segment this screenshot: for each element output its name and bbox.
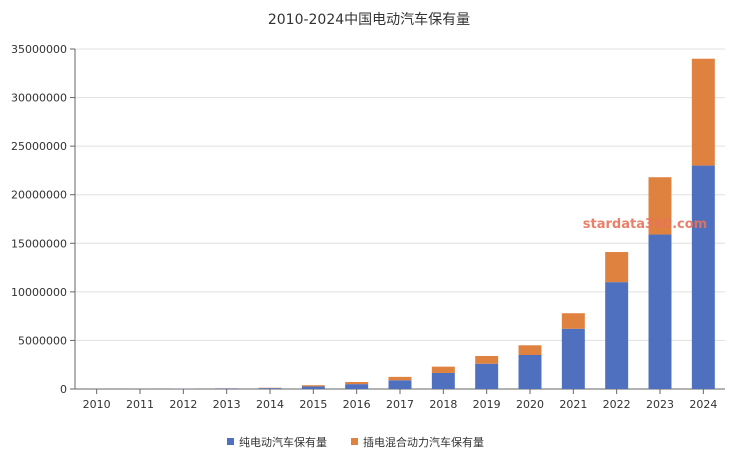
- bar-segment: [648, 177, 672, 235]
- y-tick-label: 5000000: [18, 334, 67, 347]
- bar-segment: [345, 384, 369, 389]
- y-tick-label: 15000000: [11, 237, 67, 250]
- x-tick-label: 2021: [559, 398, 587, 411]
- y-tick-label: 35000000: [11, 43, 67, 56]
- bar-segment: [561, 313, 585, 329]
- legend-swatch: [351, 438, 358, 445]
- bar-segment: [518, 355, 542, 389]
- bar-segment: [648, 234, 672, 389]
- grid-lines: [75, 48, 725, 341]
- bar-segment: [345, 382, 369, 385]
- bar-segment: [561, 328, 585, 389]
- bars: [85, 58, 715, 389]
- x-tick-label: 2010: [83, 398, 111, 411]
- x-tick-label: 2011: [126, 398, 154, 411]
- x-tick-label: 2022: [603, 398, 631, 411]
- x-tick-label: 2018: [429, 398, 457, 411]
- y-tick-label: 0: [60, 383, 67, 396]
- bar-segment: [691, 165, 715, 389]
- x-tick-label: 2015: [299, 398, 327, 411]
- bar-segment: [388, 380, 412, 389]
- chart-title: 2010-2024中国电动汽车保有量: [268, 11, 470, 28]
- x-tick-label: 2014: [256, 398, 284, 411]
- x-tick-label: 2024: [689, 398, 717, 411]
- bar-segment: [691, 58, 715, 166]
- x-tick-label: 2019: [473, 398, 501, 411]
- x-tick-label: 2023: [646, 398, 674, 411]
- y-tick-label: 30000000: [11, 92, 67, 105]
- x-tick-label: 2017: [386, 398, 414, 411]
- bar-segment: [431, 366, 455, 373]
- bar-segment: [475, 355, 499, 364]
- watermark-text: stardata360.com: [583, 217, 707, 232]
- bar-segment: [475, 363, 499, 389]
- x-tick-label: 2016: [343, 398, 371, 411]
- y-tick-label: 25000000: [11, 140, 67, 153]
- bar-segment: [518, 345, 542, 355]
- bar-segment: [215, 388, 239, 389]
- bar-segment: [388, 376, 412, 381]
- bar-segment: [258, 388, 282, 389]
- x-tick-label: 2020: [516, 398, 544, 411]
- y-tick-label: 20000000: [11, 189, 67, 202]
- x-tick-label: 2013: [213, 398, 241, 411]
- tick-labels: 0 5000000 10000000 15000000 20000000 25000000…: [11, 43, 717, 411]
- legend-label: 插电混合动力汽车保有量: [363, 435, 484, 449]
- bar-segment: [605, 282, 629, 389]
- bar-segment: [431, 372, 455, 389]
- y-tick-label: 10000000: [11, 286, 67, 299]
- legend-label: 纯电动汽车保有量: [239, 435, 327, 449]
- bar-segment: [301, 385, 325, 387]
- bar-segment: [605, 252, 629, 283]
- legend-swatch: [227, 438, 234, 445]
- legend: 纯电动汽车保有量 插电混合动力汽车保有量: [227, 435, 484, 449]
- x-tick-label: 2012: [169, 398, 197, 411]
- bar-segment: [301, 386, 325, 389]
